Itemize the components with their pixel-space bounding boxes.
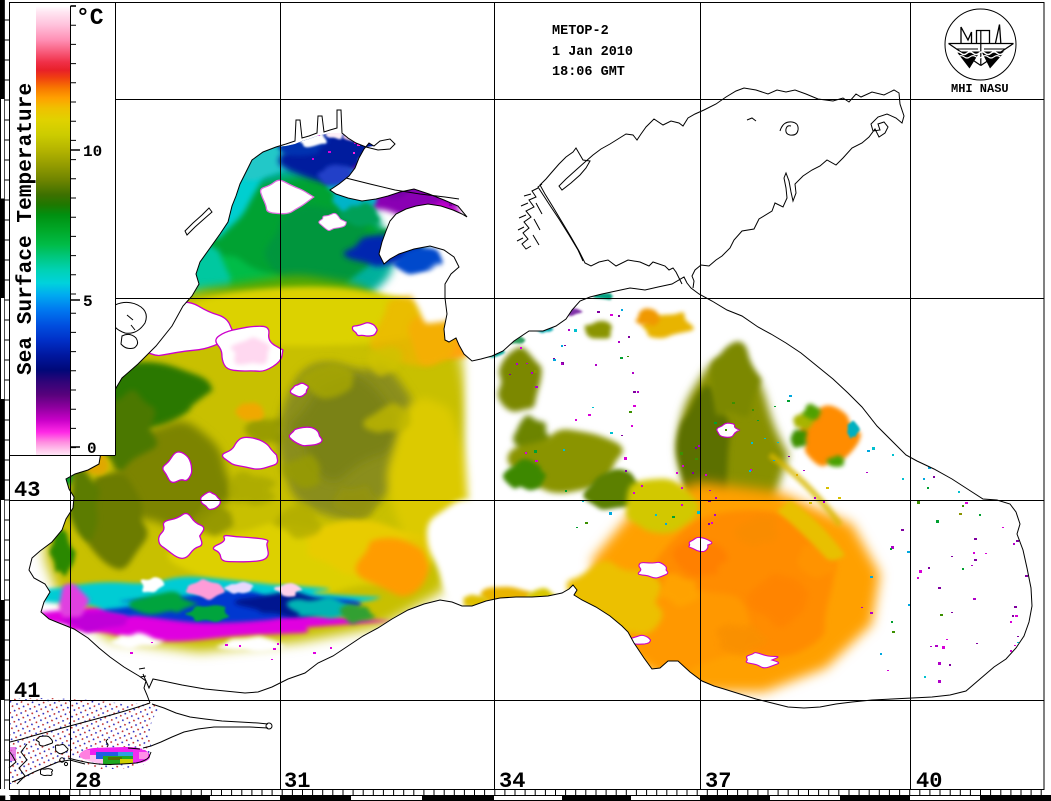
svg-text:41: 41 [14, 679, 40, 704]
svg-text:18:06 GMT: 18:06 GMT [552, 65, 625, 80]
svg-text:34: 34 [499, 769, 525, 794]
svg-text:37: 37 [705, 769, 731, 794]
svg-text:28: 28 [75, 769, 101, 794]
svg-text:°C: °C [76, 5, 104, 31]
svg-text:MHI NASU: MHI NASU [951, 82, 1009, 96]
svg-text:0: 0 [87, 440, 97, 458]
svg-text:Sea Surface Temperature: Sea Surface Temperature [15, 83, 38, 375]
svg-text:40: 40 [916, 769, 942, 794]
svg-text:10: 10 [83, 143, 102, 161]
svg-text:43: 43 [14, 478, 40, 503]
svg-text:31: 31 [284, 769, 310, 794]
svg-text:5: 5 [83, 293, 93, 311]
svg-text:1 Jan 2010: 1 Jan 2010 [552, 45, 633, 60]
svg-text:METOP-2: METOP-2 [552, 24, 609, 39]
